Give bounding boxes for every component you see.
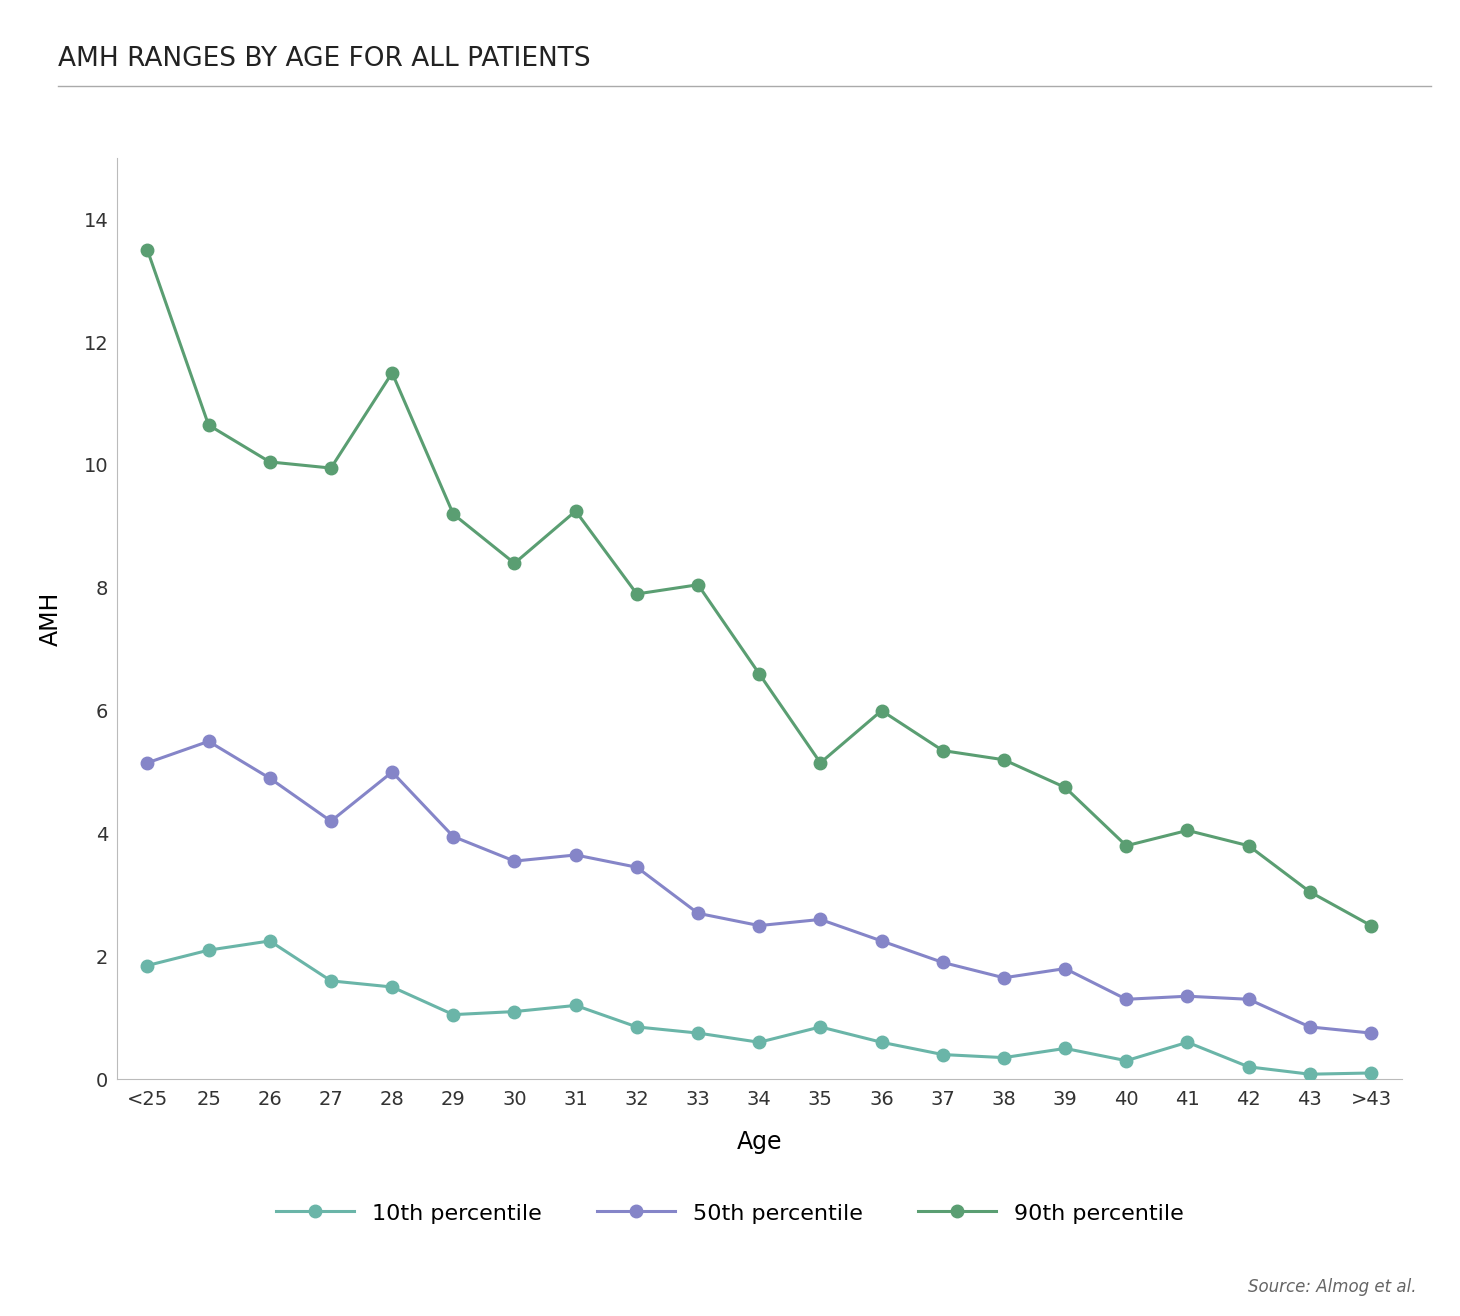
90th percentile [1240, 838, 1257, 854]
10th percentile [934, 1046, 952, 1062]
50th percentile [566, 848, 584, 863]
Line: 90th percentile: 90th percentile [142, 243, 1377, 932]
90th percentile [996, 751, 1013, 767]
50th percentile [1240, 991, 1257, 1007]
50th percentile [750, 917, 768, 933]
10th percentile [873, 1034, 891, 1050]
90th percentile [1301, 884, 1318, 900]
10th percentile [505, 1004, 523, 1020]
90th percentile [566, 503, 584, 519]
50th percentile [1057, 961, 1075, 976]
90th percentile [261, 454, 279, 470]
90th percentile [139, 242, 156, 258]
10th percentile [139, 958, 156, 974]
90th percentile [812, 755, 829, 771]
50th percentile [200, 733, 218, 749]
90th percentile [323, 461, 340, 476]
10th percentile [444, 1007, 461, 1023]
50th percentile [873, 933, 891, 949]
50th percentile [1301, 1019, 1318, 1034]
10th percentile [200, 942, 218, 958]
50th percentile [812, 912, 829, 928]
90th percentile [200, 417, 218, 433]
10th percentile [812, 1019, 829, 1034]
90th percentile [1178, 822, 1196, 838]
Text: AMH RANGES BY AGE FOR ALL PATIENTS: AMH RANGES BY AGE FOR ALL PATIENTS [58, 46, 591, 72]
90th percentile [689, 576, 707, 592]
10th percentile [1178, 1034, 1196, 1050]
Line: 50th percentile: 50th percentile [142, 736, 1377, 1040]
10th percentile [1117, 1053, 1134, 1069]
90th percentile [873, 703, 891, 719]
50th percentile [261, 770, 279, 786]
90th percentile [1057, 779, 1075, 795]
50th percentile [996, 970, 1013, 986]
50th percentile [1178, 988, 1196, 1004]
90th percentile [505, 555, 523, 571]
50th percentile [1362, 1025, 1380, 1041]
Text: Source: Almog et al.: Source: Almog et al. [1248, 1278, 1416, 1296]
10th percentile [566, 998, 584, 1013]
10th percentile [261, 933, 279, 949]
90th percentile [628, 586, 645, 601]
10th percentile [1240, 1059, 1257, 1075]
10th percentile [1057, 1041, 1075, 1057]
50th percentile [384, 765, 402, 780]
10th percentile [323, 973, 340, 988]
50th percentile [505, 853, 523, 869]
90th percentile [934, 742, 952, 758]
50th percentile [323, 813, 340, 829]
90th percentile [750, 666, 768, 682]
50th percentile [689, 905, 707, 921]
X-axis label: Age: Age [736, 1130, 783, 1154]
50th percentile [444, 829, 461, 845]
Line: 10th percentile: 10th percentile [142, 934, 1377, 1080]
Y-axis label: AMH: AMH [39, 591, 63, 646]
10th percentile [628, 1019, 645, 1034]
10th percentile [996, 1050, 1013, 1066]
90th percentile [444, 507, 461, 522]
10th percentile [384, 979, 402, 995]
10th percentile [1301, 1066, 1318, 1082]
90th percentile [1117, 838, 1134, 854]
10th percentile [1362, 1065, 1380, 1080]
10th percentile [750, 1034, 768, 1050]
90th percentile [384, 365, 402, 380]
Legend: 10th percentile, 50th percentile, 90th percentile: 10th percentile, 50th percentile, 90th p… [267, 1194, 1193, 1233]
50th percentile [934, 954, 952, 970]
50th percentile [1117, 991, 1134, 1007]
50th percentile [628, 859, 645, 875]
10th percentile [689, 1025, 707, 1041]
50th percentile [139, 755, 156, 771]
90th percentile [1362, 917, 1380, 933]
